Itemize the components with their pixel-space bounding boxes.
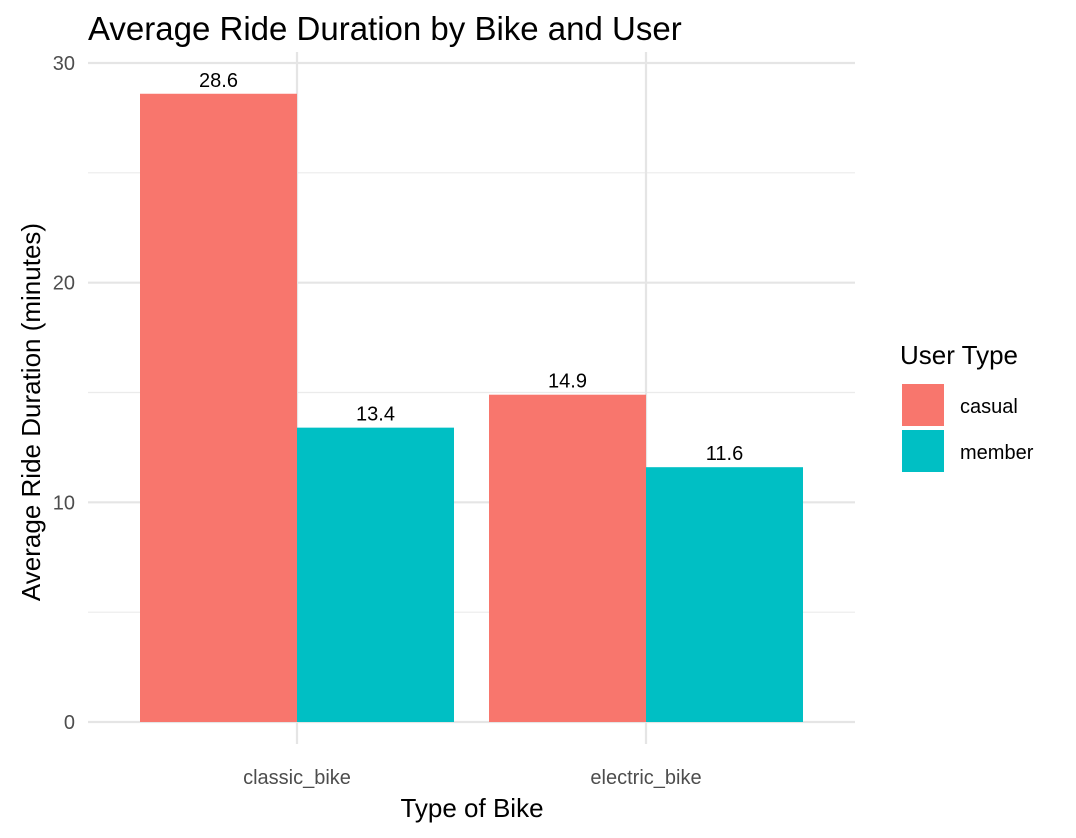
bar-member-classic_bike: [297, 427, 454, 722]
legend-title: User Type: [900, 340, 1018, 370]
y-tick-label: 20: [53, 273, 75, 295]
legend-label: casual: [960, 396, 1018, 418]
y-tick-label: 30: [53, 53, 75, 75]
legend-label: member: [960, 442, 1034, 464]
y-tick-label: 10: [53, 492, 75, 514]
data-label: 14.9: [548, 371, 587, 393]
legend-key-casual: [902, 384, 944, 426]
y-axis-ticks: 0 10 20 30: [53, 53, 75, 734]
y-axis-title: Average Ride Duration (minutes): [16, 223, 46, 601]
bar-casual-classic_bike: [140, 93, 297, 722]
bars: [140, 93, 803, 722]
x-tick-label: electric_bike: [590, 767, 701, 789]
data-label: 28.6: [199, 70, 238, 92]
legend-key-member: [902, 430, 944, 472]
x-axis-ticks: classic_bike electric_bike: [243, 767, 702, 789]
chart-title: Average Ride Duration by Bike and User: [88, 10, 682, 47]
data-label: 13.4: [356, 404, 395, 426]
data-labels: 28.6 14.9 13.4 11.6: [199, 70, 743, 465]
bar-casual-electric_bike: [489, 394, 646, 722]
bar-member-electric_bike: [646, 467, 803, 722]
data-label: 11.6: [706, 443, 743, 465]
x-axis-title: Type of Bike: [400, 793, 543, 823]
y-tick-label: 0: [64, 712, 75, 734]
legend: User Type casual member: [900, 340, 1034, 472]
x-tick-label: classic_bike: [243, 767, 351, 789]
